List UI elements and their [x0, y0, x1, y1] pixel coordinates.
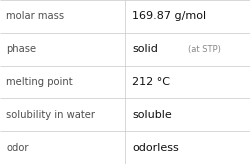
Text: (at STP): (at STP) — [188, 45, 220, 54]
Text: solubility in water: solubility in water — [6, 110, 95, 120]
Text: odorless: odorless — [132, 143, 179, 153]
Text: melting point: melting point — [6, 77, 73, 87]
Text: soluble: soluble — [132, 110, 172, 120]
Text: 212 °C: 212 °C — [132, 77, 170, 87]
Text: molar mass: molar mass — [6, 11, 64, 21]
Text: solid: solid — [132, 44, 158, 54]
Text: odor: odor — [6, 143, 29, 153]
Text: 169.87 g/mol: 169.87 g/mol — [132, 11, 206, 21]
Text: phase: phase — [6, 44, 36, 54]
